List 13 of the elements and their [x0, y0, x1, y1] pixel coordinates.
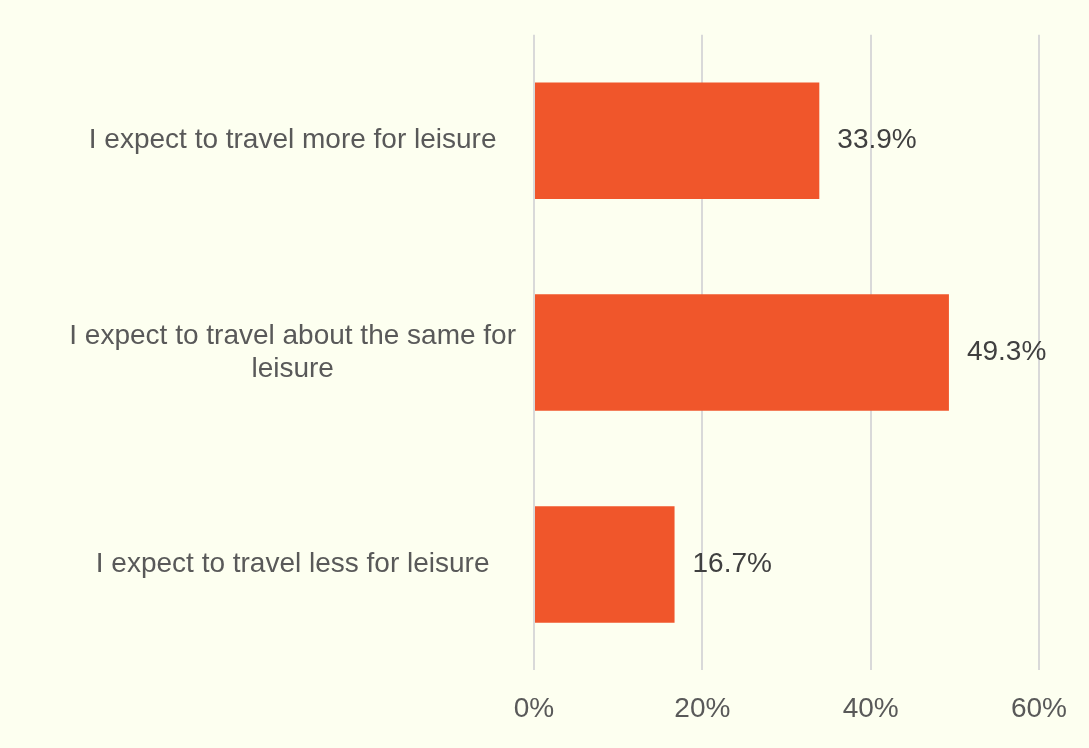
x-tick-label: 40%	[842, 691, 899, 723]
data-label: 16.7%	[692, 547, 772, 579]
y-tick-label: I expect to travel about the same for leisure	[69, 318, 516, 384]
y-tick-label: I expect to travel less for leisure	[95, 547, 490, 579]
x-tick-label: 20%	[674, 691, 731, 723]
y-tick-label: I expect to travel more for leisure	[88, 123, 497, 155]
bar	[535, 294, 949, 411]
bar	[535, 82, 820, 199]
x-tick-label: 60%	[1010, 691, 1067, 723]
x-tick-label: 0%	[513, 691, 555, 723]
bar	[535, 506, 675, 623]
data-label: 33.9%	[837, 123, 917, 155]
data-label: 49.3%	[966, 335, 1047, 367]
